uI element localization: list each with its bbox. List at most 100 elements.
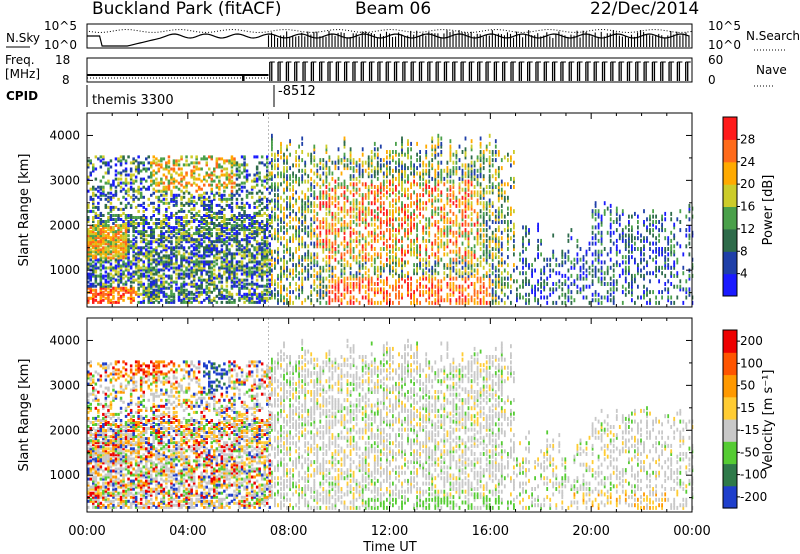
heatmap-cell [89,226,92,230]
heatmap-cell [180,195,183,199]
heatmap-cell [208,274,211,278]
heatmap-cell [89,296,92,300]
heatmap-cell [132,216,135,219]
heatmap-cell [352,193,355,198]
heatmap-cell [205,280,208,284]
heatmap-cell [220,234,224,238]
heatmap-cell [331,273,334,278]
heatmap-cell [364,295,367,300]
heatmap-cell [235,177,239,181]
heatmap-cell [446,265,449,270]
heatmap-cell [376,214,379,219]
heatmap-cell [245,163,249,167]
heatmap-cell [177,224,181,228]
heatmap-cell [99,218,103,221]
heatmap-cell [218,209,221,213]
heatmap-cell [255,252,259,256]
noise-traces [86,28,693,47]
heatmap-cell [266,218,269,221]
heatmap-cell [122,157,125,161]
heatmap-cell [413,292,415,297]
heatmap-cell [150,236,153,240]
heatmap-cell [349,174,352,179]
heatmap-cell [243,282,246,286]
heatmap-cell [187,199,191,203]
heatmap-cell [208,296,211,300]
heatmap-cell [177,218,181,221]
heatmap-cell [313,217,316,222]
heatmap-cell [364,260,367,265]
heatmap-cell [233,214,236,217]
heatmap-cell [434,260,437,265]
heatmap-cell [449,225,452,230]
heatmap-cell [228,270,231,274]
heatmap-cell [99,232,103,236]
heatmap-cell [107,246,110,250]
heatmap-cell [119,266,123,270]
heatmap-cell [379,163,382,168]
heatmap-cell [165,187,168,191]
heatmap-cell [225,159,229,163]
heatmap-cell [102,187,105,191]
heatmap-cell [337,166,340,171]
heatmap-cell [425,271,428,276]
heatmap-cell [271,176,273,181]
heatmap-cell [319,279,322,284]
heatmap-cell [446,193,449,198]
heatmap-cell [150,250,153,254]
heatmap-cell [250,195,254,199]
heatmap-cell [89,286,92,290]
heatmap-cell [228,298,231,302]
heatmap-cell [235,232,239,236]
heatmap-cell [230,157,234,161]
heatmap-cell [361,279,364,284]
heatmap-cell [395,217,397,222]
heatmap-cell [190,280,193,284]
heatmap-cell [124,286,128,290]
heatmap-cell [343,214,346,219]
heatmap-cell [416,268,418,273]
heatmap-cell [218,288,221,292]
heatmap-cell [147,155,150,159]
heatmap-cell [367,206,370,211]
heatmap-cell [152,276,155,280]
heatmap-cell [446,292,449,297]
heatmap-cell [307,225,310,230]
heatmap-cell [361,201,364,206]
heatmap-cell [382,241,385,246]
heatmap-cell [255,165,259,169]
heatmap-cell [112,288,115,292]
heatmap-cell [364,222,367,227]
heatmap-cell [245,286,249,290]
heatmap-cell [152,254,155,258]
heatmap-cell [425,249,428,254]
heatmap-cell [398,284,400,289]
heatmap-cell [334,292,337,297]
heatmap-cell [129,203,133,207]
heatmap-cell [117,207,120,211]
heatmap-cell [99,165,103,169]
heatmap-cell [263,234,266,238]
heatmap-cell [187,292,191,296]
heatmap-cell [172,226,176,230]
heatmap-cell [283,214,285,219]
heatmap-cell [195,286,198,290]
heatmap-cell [266,270,269,274]
heatmap-cell [289,139,291,144]
heatmap-cell [94,254,98,258]
heatmap-cell [425,179,428,184]
heatmap-cell [210,205,213,209]
heatmap-cell [316,263,319,268]
heatmap-cell [280,209,282,214]
heatmap-cell [210,209,213,213]
heatmap-cell [104,240,108,244]
heatmap-cell [200,284,203,288]
heatmap-cell [109,226,113,230]
heatmap-cell [310,273,313,278]
heatmap-cell [337,244,340,249]
heatmap-cell [313,273,316,278]
heatmap-cell [139,203,143,207]
heatmap-cell [286,276,288,281]
heatmap-cell [431,300,434,305]
heatmap-cell [185,171,188,175]
